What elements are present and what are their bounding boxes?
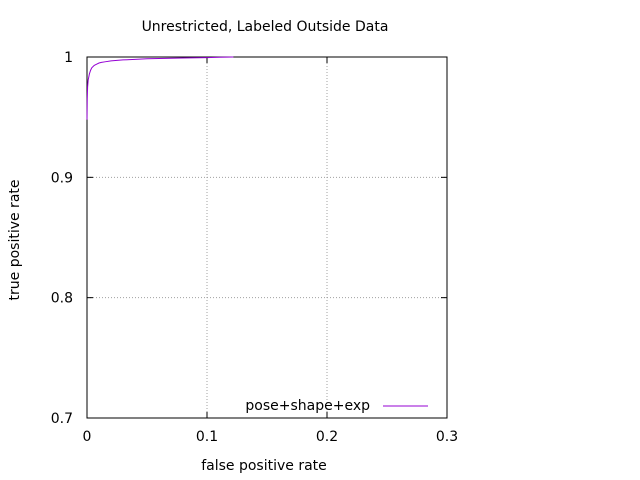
x-tick-label: 0.2 <box>316 429 338 445</box>
y-axis-label: true positive rate <box>7 180 23 301</box>
grid-lines <box>87 57 447 418</box>
axis-ticks: 0 0.1 0.2 0.3 0.7 0.8 0.9 1 <box>51 50 458 445</box>
x-tick-label: 0.1 <box>196 429 218 445</box>
x-tick-label: 0 <box>83 429 92 445</box>
series-group <box>86 56 234 120</box>
plot-frame <box>86 56 448 419</box>
y-tick-label: 0.7 <box>51 411 73 427</box>
y-tick-label: 0.8 <box>51 291 73 307</box>
chart-title: Unrestricted, Labeled Outside Data <box>142 19 389 35</box>
x-axis-label: false positive rate <box>201 458 327 474</box>
legend-label: pose+shape+exp <box>245 398 370 414</box>
x-tick-label: 0.3 <box>436 429 458 445</box>
y-tick-label: 1 <box>64 50 73 66</box>
y-tick-label: 0.9 <box>51 170 73 186</box>
legend: pose+shape+exp <box>245 398 428 414</box>
series-line-pose-shape-exp <box>86 56 234 120</box>
